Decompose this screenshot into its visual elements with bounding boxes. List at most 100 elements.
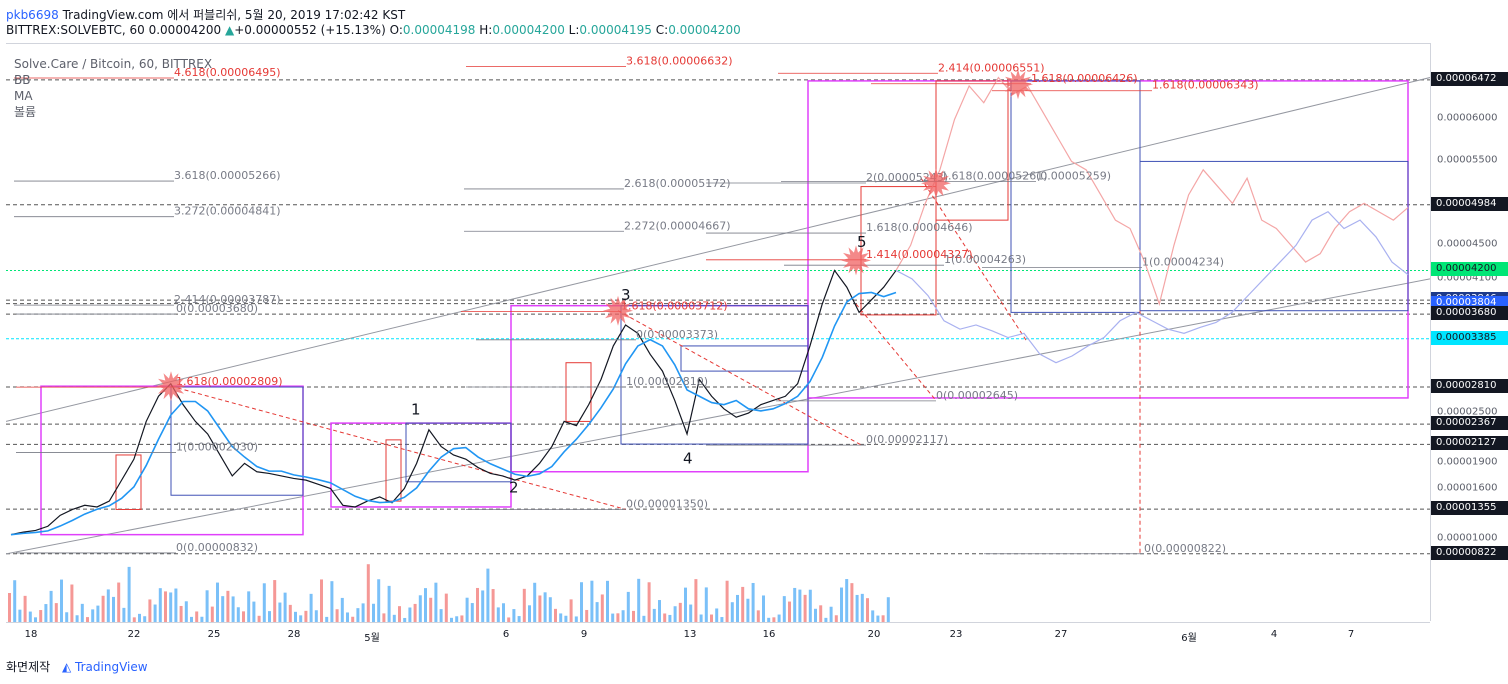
volume-bar-83 bbox=[439, 609, 443, 622]
close-label: C: bbox=[655, 23, 669, 37]
legend-bb[interactable]: BB bbox=[14, 73, 31, 87]
starburst-3 bbox=[921, 168, 951, 199]
wave-box-0 bbox=[40, 385, 304, 536]
fib-label-10: 3.272(0.00004841) bbox=[174, 205, 281, 218]
fib-label-8: 1.618(0.00005261) bbox=[941, 169, 1048, 182]
volume-bar-21 bbox=[117, 582, 121, 622]
projection-line-1 bbox=[617, 310, 862, 446]
price-level-badge: 0.00003680 bbox=[1431, 306, 1508, 321]
volume-bar-11 bbox=[65, 612, 69, 622]
volume-bar-128 bbox=[673, 606, 677, 622]
volume-bar-163 bbox=[855, 594, 859, 622]
volume-bar-1 bbox=[13, 580, 17, 622]
price-level-badge: 0.00004200 bbox=[1431, 262, 1508, 277]
price-chart[interactable]: 3.618(0.00006632) 4.618(0.00006495) 2.414(… bbox=[6, 44, 1430, 622]
volume-bar-108 bbox=[569, 599, 573, 622]
low-value: 0.00004195 bbox=[579, 23, 652, 37]
publish-header: pkb6698 TradingView.com 에서 퍼블리쉬, 5월 20, … bbox=[6, 6, 405, 23]
volume-bar-135 bbox=[710, 614, 713, 622]
volume-bar-44 bbox=[236, 607, 240, 622]
volume-bar-68 bbox=[361, 603, 365, 622]
fib-label-2: 2.414(0.00006551) bbox=[938, 61, 1045, 74]
volume-bar-103 bbox=[543, 592, 547, 622]
volume-bar-35 bbox=[190, 616, 193, 622]
volume-bar-99 bbox=[522, 588, 526, 622]
fib-rect-3 bbox=[935, 80, 1009, 221]
projection-line-3 bbox=[855, 303, 937, 401]
volume-bar-121 bbox=[637, 578, 641, 622]
price-level-badge: 0.00002810 bbox=[1431, 379, 1508, 394]
volume-bar-127 bbox=[668, 614, 672, 622]
fib-label-22: 0(0.00002645) bbox=[936, 389, 1018, 402]
high-value: 0.00004200 bbox=[492, 23, 565, 37]
fib-label-15: 1(0.00004234) bbox=[1142, 256, 1224, 269]
volume-bar-161 bbox=[845, 579, 849, 622]
volume-bar-41 bbox=[221, 596, 225, 622]
fib-label-11: 2.272(0.00004667) bbox=[624, 219, 731, 232]
volume-bar-45 bbox=[242, 611, 245, 622]
volume-bar-10 bbox=[60, 579, 63, 622]
volume-bar-24 bbox=[132, 617, 136, 622]
volume-bar-90 bbox=[476, 587, 479, 622]
time-axis-tick: 27 bbox=[1054, 629, 1068, 640]
volume-bar-88 bbox=[465, 597, 469, 622]
volume-bar-57 bbox=[304, 610, 308, 622]
change-arrow-icon: ▲ bbox=[224, 23, 235, 37]
open-label: O: bbox=[389, 23, 403, 37]
fib-label-1: 4.618(0.00006495) bbox=[174, 66, 281, 79]
price-level-badge: 0.00002127 bbox=[1431, 436, 1508, 451]
volume-bar-32 bbox=[174, 588, 178, 622]
volume-bar-120 bbox=[632, 610, 635, 622]
volume-bar-3 bbox=[23, 595, 27, 622]
volume-bar-53 bbox=[283, 592, 287, 622]
volume-bar-156 bbox=[819, 605, 823, 622]
price-axis-label: 0.00001900 bbox=[1437, 456, 1498, 468]
tradingview-logo-icon[interactable]: ◭ TradingView bbox=[62, 660, 148, 674]
author-link[interactable]: pkb6698 bbox=[6, 8, 59, 22]
volume-bar-12 bbox=[70, 584, 74, 622]
volume-bar-13 bbox=[75, 615, 79, 622]
fib-label-27: 0(0.00000832) bbox=[176, 541, 258, 554]
legend-ma[interactable]: MA bbox=[14, 89, 33, 103]
price-axis-label: 0.00006000 bbox=[1437, 112, 1498, 124]
volume-bar-91 bbox=[481, 590, 485, 622]
volume-bar-2 bbox=[18, 609, 22, 622]
change-value: +0.00000552 (+15.13%) bbox=[234, 23, 386, 37]
fib-label-13: 1.414(0.00004327) bbox=[866, 248, 973, 261]
time-axis[interactable]: 18 22 25 28 5월 6 9 13 16 20 23 27 6월 4 7 bbox=[6, 622, 1430, 647]
volume-bar-87 bbox=[460, 615, 464, 622]
volume-bar-39 bbox=[210, 606, 214, 622]
price-level-badge: 0.00002367 bbox=[1431, 416, 1508, 431]
time-axis-tick: 5월 bbox=[364, 633, 380, 644]
wave-label-1: 2 bbox=[509, 479, 519, 497]
volume-bar-98 bbox=[517, 616, 521, 622]
fib-label-5: 3.618(0.00005266) bbox=[174, 169, 281, 182]
volume-bar-19 bbox=[106, 589, 110, 622]
volume-bar-97 bbox=[512, 609, 516, 622]
volume-bar-107 bbox=[564, 615, 568, 622]
price-axis-label: 0.00004500 bbox=[1437, 238, 1498, 250]
fib-label-21: 1(0.00002810) bbox=[626, 375, 708, 388]
volume-bar-4 bbox=[28, 611, 32, 622]
volume-bar-105 bbox=[554, 608, 557, 622]
fib-label-3: 1.618(0.00006426) bbox=[1031, 72, 1138, 85]
wave-label-4: 5 bbox=[857, 233, 867, 251]
time-axis-tick: 22 bbox=[127, 629, 141, 640]
fib-label-25: 0(0.00001350) bbox=[626, 497, 708, 510]
price-axis[interactable]: 0.00006000 0.00005500 0.00004500 0.00004100… bbox=[1430, 43, 1508, 621]
footer: 화면제작 ◭ TradingView bbox=[6, 658, 148, 675]
blue-rect-1 bbox=[405, 422, 512, 483]
volume-bar-38 bbox=[205, 590, 209, 622]
volume-bar-147 bbox=[772, 617, 776, 622]
time-axis-tick: 13 bbox=[683, 629, 697, 640]
volume-bar-72 bbox=[382, 613, 386, 622]
chart-pane[interactable]: 3.618(0.00006632) 4.618(0.00006495) 2.414(… bbox=[6, 43, 1430, 623]
volume-bar-162 bbox=[850, 583, 854, 622]
fib-label-9: (0.00005259) bbox=[1036, 170, 1111, 183]
price-level-badge: 0.00006472 bbox=[1431, 71, 1508, 86]
price-level-badge: 0.00001355 bbox=[1431, 501, 1508, 516]
volume-bar-145 bbox=[762, 595, 765, 622]
volume-bar-71 bbox=[377, 579, 381, 622]
volume-bar-151 bbox=[793, 587, 797, 622]
legend-volume[interactable]: 볼륨 bbox=[14, 105, 37, 119]
